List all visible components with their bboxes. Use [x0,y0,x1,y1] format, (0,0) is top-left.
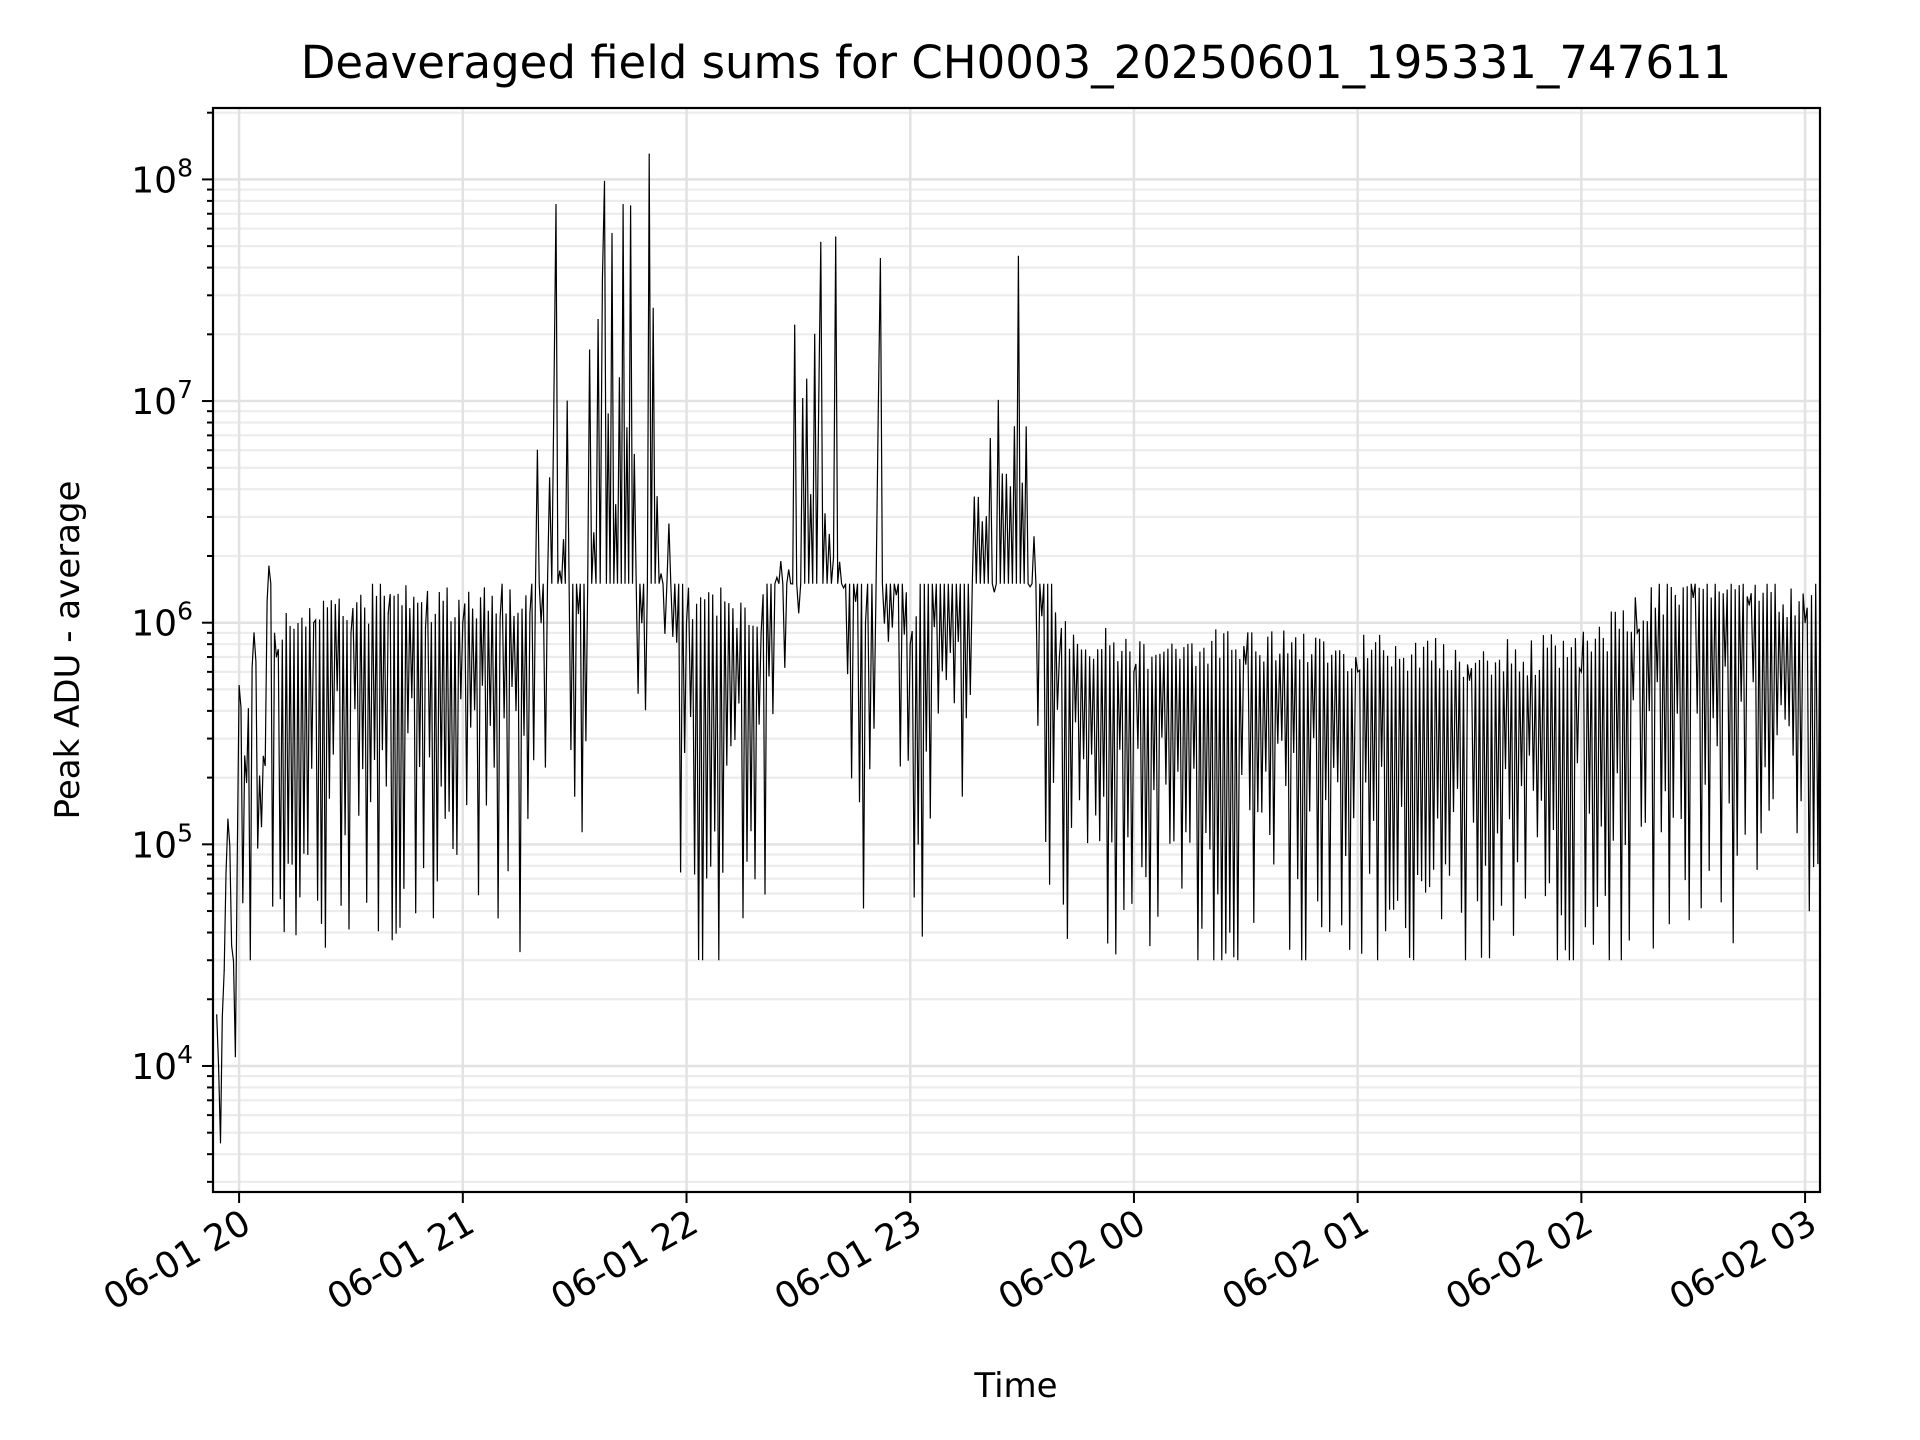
data-point [227,818,229,820]
y-tick-label: 106 [131,597,193,645]
data-point [1580,671,1582,673]
data-point [1058,656,1060,658]
data-point [350,632,352,634]
x-tick-label: 06-02 02 [1439,1202,1600,1318]
data-point [909,643,911,645]
data-point [641,622,643,624]
y-tick-label: 108 [131,153,193,201]
data-point [648,153,650,155]
grid-lines [213,108,1820,1192]
y-axis: 104 105 106 107 108 [131,111,213,1183]
data-point [260,826,263,828]
data-point [275,656,277,658]
data-point [794,324,796,326]
data-point [313,622,315,624]
data-point [555,203,557,206]
y-tick-label: 107 [131,375,193,423]
data-point [1017,255,1019,257]
series-line [216,154,1821,1143]
data-point [238,685,240,687]
data-point [387,612,389,615]
data-point [245,781,248,784]
data-point [577,612,579,615]
data-point [219,1142,222,1144]
y-tick-label: 104 [131,1040,193,1088]
x-tick-label: 06-02 01 [1215,1202,1376,1318]
data-point [462,622,464,624]
data-point [588,349,591,351]
plot-frame [211,106,1822,1194]
data-point [685,622,688,624]
data-point [622,203,624,206]
x-axis-label: Time [973,1366,1057,1406]
data-point [611,232,613,235]
data-point [234,1056,236,1058]
data-point [1245,663,1247,665]
data-point [864,622,867,624]
data-point [216,1014,218,1016]
data-point [268,565,270,567]
data-point [760,632,762,634]
x-axis: 06-01 20 06-01 21 06-01 22 06-01 23 06-02 00… [97,1192,1824,1319]
data-point [1748,604,1750,606]
data-point [499,617,501,619]
data-point [1133,671,1135,673]
data-point [820,241,822,243]
data-point [835,236,837,238]
x-tick-label: 06-01 23 [768,1202,929,1318]
data-point [1804,622,1806,624]
data-point [253,632,255,634]
chart-title: Deaveraged field sums for CH0003_2025060… [301,36,1731,89]
x-tick-label: 06-02 03 [1663,1202,1824,1318]
x-tick-label: 06-01 21 [321,1202,482,1318]
data-point [879,257,882,260]
data-point [424,627,427,629]
data-point [566,400,568,402]
data-point [603,180,606,182]
x-tick-label: 06-02 00 [992,1202,1153,1318]
x-tick-label: 06-01 22 [544,1202,705,1318]
y-axis-label: Peak ADU - average [48,481,88,820]
data-point [1636,632,1638,634]
x-tick-label: 06-01 20 [97,1202,258,1318]
data-point [1468,679,1471,681]
data-point [536,449,538,451]
data-point [1692,596,1694,599]
data-point [629,205,632,207]
y-tick-label: 105 [131,818,193,866]
data-point [231,944,233,946]
data-point [223,969,225,971]
plot-series [216,153,1821,1144]
data-point [540,622,542,624]
data-point [529,612,531,615]
data-point [1357,671,1359,673]
